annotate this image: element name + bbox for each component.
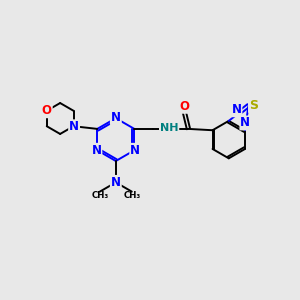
Text: N: N [69,120,79,133]
Text: N: N [231,103,242,116]
Text: N: N [240,116,250,130]
Text: S: S [249,99,258,112]
Text: N: N [111,176,121,189]
Text: O: O [179,100,189,113]
Text: CH₃: CH₃ [91,191,109,200]
Text: NH: NH [160,123,178,133]
Text: N: N [92,144,101,157]
Text: N: N [111,111,121,124]
Text: CH₃: CH₃ [123,191,140,200]
Text: N: N [130,144,140,157]
Text: O: O [42,104,52,117]
